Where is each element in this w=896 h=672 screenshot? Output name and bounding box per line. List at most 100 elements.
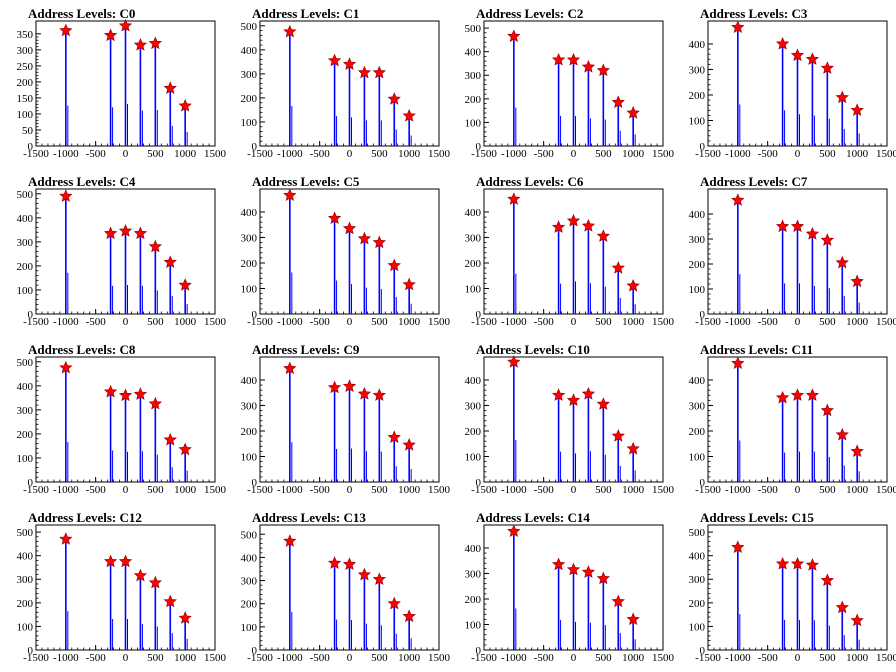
peak-star-marker (283, 534, 297, 547)
y-tick-label: 300 (689, 64, 706, 76)
peak-star-marker (805, 388, 820, 401)
y-tick-label: 100 (465, 451, 482, 463)
y-tick-label: 300 (465, 400, 482, 412)
y-tick-label: 500 (241, 21, 258, 33)
peak-star-marker (775, 219, 790, 233)
x-tick-label: -1000 (725, 316, 751, 328)
peak-star-marker (118, 388, 133, 402)
y-tick-label: 400 (465, 543, 482, 555)
chart-title: Address Levels: C8 (28, 342, 136, 357)
x-tick-label: -500 (758, 484, 779, 496)
y-tick-label: 200 (241, 426, 258, 438)
x-tick-label: -500 (86, 316, 107, 328)
peak-star-marker (163, 81, 177, 94)
x-tick-label: -1500 (23, 652, 49, 664)
peak-star-marker (342, 57, 357, 70)
chart-svg: 0 100 200 300 400 500 -1500 -1000 -500 0 500 1000 15… (17, 524, 227, 664)
y-tick-label: 300 (241, 400, 258, 412)
y-tick-label: 200 (465, 258, 482, 270)
y-tick-label: 0 (700, 309, 706, 321)
x-tick-label: -1000 (501, 148, 527, 160)
x-tick-label: -1500 (695, 484, 721, 496)
peak-star-marker (551, 52, 566, 66)
x-tick-label: 500 (371, 316, 388, 328)
peak-star-marker (178, 278, 192, 291)
x-tick-label: 500 (595, 484, 612, 496)
x-tick-label: 1000 (398, 316, 421, 328)
x-tick-label: 1500 (876, 484, 896, 496)
x-tick-label: 500 (371, 148, 388, 160)
peak-star-marker (327, 556, 342, 569)
peak-star-marker (805, 558, 820, 571)
x-tick-label: 0 (347, 652, 353, 664)
x-tick-label: -1500 (695, 652, 721, 664)
chart-svg: 0 100 200 300 400 500 -1500 -1000 -500 0 500 1000 15… (17, 188, 227, 328)
x-tick-label: 1000 (622, 484, 645, 496)
peak-star-marker (820, 573, 834, 587)
peak-star-marker (118, 224, 133, 237)
chart-svg: 0 100 200 300 400 -1500 -1000 -500 0 500 1000 1500 (241, 356, 451, 496)
x-tick-label: 1000 (846, 316, 869, 328)
y-tick-label: 200 (241, 258, 258, 270)
peak-star-marker (103, 28, 118, 42)
x-tick-label: 0 (795, 148, 801, 160)
chart-svg: 0 100 200 300 400 500 -1500 -1000 -500 0 500 1000 15… (465, 20, 675, 160)
peak-star-marker (835, 255, 849, 269)
y-tick-label: 200 (689, 598, 706, 610)
x-tick-label: 1500 (652, 484, 675, 496)
x-tick-label: 1500 (652, 652, 675, 664)
peak-star-marker (342, 379, 357, 392)
peak-star-marker (148, 239, 162, 253)
y-tick-label: 0 (476, 309, 482, 321)
x-tick-label: -1500 (23, 316, 49, 328)
peak-star-marker (731, 356, 745, 370)
x-tick-label: -1000 (277, 484, 303, 496)
peak-star-marker (118, 18, 133, 32)
peak-star-marker (148, 36, 162, 50)
x-tick-label: 500 (371, 484, 388, 496)
x-tick-label: 1500 (428, 316, 451, 328)
x-tick-label: -500 (758, 148, 779, 160)
peak-star-marker (342, 557, 357, 571)
chart-panel: 0 100 200 300 400 -1500 -1000 -500 0 500 1000 1500 A… (448, 504, 675, 672)
peak-star-marker (611, 429, 625, 442)
peak-star-marker (357, 387, 372, 400)
y-tick-label: 100 (689, 115, 706, 127)
x-tick-label: 1500 (652, 316, 675, 328)
chart-title: Address Levels: C10 (476, 342, 590, 357)
peak-star-marker (820, 233, 834, 246)
peak-star-marker (357, 231, 372, 245)
peak-star-marker (596, 571, 610, 585)
chart-panel: 0 100 200 300 400 -1500 -1000 -500 0 500 1000 1500 A… (672, 168, 896, 336)
peak-star-marker (626, 441, 640, 455)
y-tick-label: 500 (17, 189, 34, 201)
chart-title: Address Levels: C6 (476, 174, 584, 189)
peak-star-marker (103, 226, 118, 240)
peak-star-marker (507, 524, 521, 538)
x-tick-label: -1000 (725, 652, 751, 664)
y-tick-label: 400 (465, 207, 482, 219)
x-tick-label: -1500 (471, 652, 497, 664)
peak-star-marker (790, 556, 805, 570)
x-tick-label: 1000 (174, 316, 197, 328)
chart-svg: 0 100 200 300 400 -1500 -1000 -500 0 500 1000 1500 (689, 20, 896, 160)
peak-star-marker (775, 36, 790, 50)
x-tick-label: -1500 (471, 148, 497, 160)
x-tick-label: -500 (310, 316, 331, 328)
x-tick-label: 1000 (398, 148, 421, 160)
y-tick-label: 300 (689, 400, 706, 412)
peak-star-marker (805, 52, 820, 65)
y-tick-label: 300 (17, 237, 34, 249)
x-tick-label: -1500 (247, 316, 273, 328)
peak-star-marker (611, 95, 625, 109)
peak-star-marker (626, 106, 640, 119)
y-tick-label: 0 (700, 477, 706, 489)
peak-star-marker (387, 596, 401, 610)
peak-star-marker (387, 430, 401, 443)
peak-star-marker (596, 63, 610, 77)
peak-star-marker (731, 193, 745, 206)
peak-star-marker (790, 388, 805, 401)
x-tick-label: 1500 (428, 484, 451, 496)
y-tick-label: 0 (700, 645, 706, 657)
peak-star-marker (103, 554, 118, 568)
